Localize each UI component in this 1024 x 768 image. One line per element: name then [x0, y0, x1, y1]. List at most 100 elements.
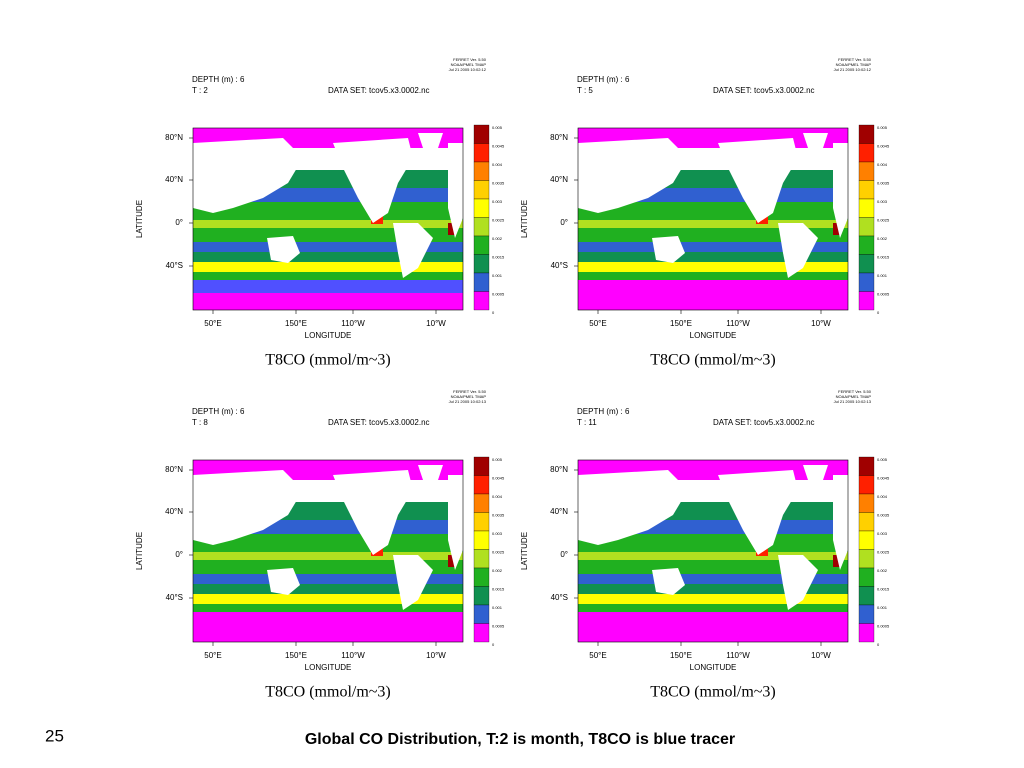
- colorbar-swatch: [858, 530, 875, 550]
- colorbar-swatch: [858, 161, 875, 181]
- colorbar-swatch: [473, 530, 490, 550]
- lat-label: 40°S: [166, 593, 183, 602]
- dataset: DATA SET: tcov5.x3.0002.nc: [713, 418, 815, 427]
- time: T : 8: [192, 418, 208, 427]
- map-band: [193, 604, 463, 612]
- x-axis-label: LONGITUDE: [690, 663, 737, 672]
- colorbar-label: 0.004: [492, 494, 503, 499]
- lon-label: 10°W: [811, 319, 831, 328]
- lat-label: 40°N: [550, 507, 568, 516]
- colorbar-label: 0.005: [492, 125, 503, 130]
- lat-label: 40°S: [551, 261, 568, 270]
- land: [652, 236, 685, 263]
- lon-label: 150°E: [670, 651, 692, 660]
- lat-label: 0°: [560, 218, 568, 227]
- colorbar-swatch: [473, 623, 490, 643]
- colorbar-label: 0.003: [877, 531, 888, 536]
- land: [833, 143, 848, 238]
- lon-label: 50°E: [204, 319, 221, 328]
- colorbar-label: 0.0015: [877, 255, 890, 260]
- hotspot: [448, 223, 456, 235]
- lon-label: 50°E: [204, 651, 221, 660]
- colorbar-swatch: [473, 198, 490, 218]
- colorbar-swatch: [473, 272, 490, 292]
- colorbar-swatch: [473, 604, 490, 624]
- colorbar-label: 0.0045: [877, 476, 890, 481]
- colorbar-swatch: [858, 623, 875, 643]
- land: [267, 236, 300, 263]
- slide-number: 25: [45, 726, 64, 745]
- land: [652, 568, 685, 595]
- map-band: [193, 594, 463, 604]
- map-frame: [192, 459, 464, 643]
- colorbar-label: 0.005: [492, 457, 503, 462]
- colorbar-label: 0.0005: [877, 624, 890, 629]
- y-axis-label: LATITUDE: [135, 200, 144, 238]
- colorbar-swatch: [473, 567, 490, 587]
- land: [333, 138, 413, 223]
- land: [718, 138, 798, 223]
- map-band: [578, 604, 848, 612]
- caption: Global CO Distribution, T:2 is month, T8…: [305, 731, 735, 748]
- land: [718, 470, 798, 555]
- colorbar-swatch: [858, 456, 875, 476]
- lon-label: 10°W: [426, 319, 446, 328]
- ferret-info: Jul 21 2005 10:02:13: [449, 399, 487, 404]
- colorbar-swatch: [858, 272, 875, 292]
- x-axis-label: LONGITUDE: [305, 331, 352, 340]
- map-band: [193, 293, 463, 310]
- map-band: [193, 242, 463, 252]
- colorbar-label: 0.0015: [492, 587, 505, 592]
- colorbar-label: 0.0045: [492, 476, 505, 481]
- colorbar-swatch: [858, 475, 875, 495]
- colorbar-swatch: [858, 567, 875, 587]
- colorbar-label: 0.003: [492, 531, 503, 536]
- colorbar-label: 0.0005: [492, 624, 505, 629]
- colorbar-label: 0.002: [877, 568, 888, 573]
- colorbar-label: 0.0045: [492, 144, 505, 149]
- lat-label: 0°: [560, 550, 568, 559]
- colorbar-swatch: [473, 493, 490, 513]
- map-band: [578, 242, 848, 252]
- colorbar-label: 0.0035: [492, 181, 505, 186]
- lon-label: 150°E: [285, 651, 307, 660]
- land: [418, 133, 443, 148]
- land: [778, 555, 818, 610]
- colorbar-label: 0.002: [492, 568, 503, 573]
- land: [393, 555, 433, 610]
- land: [778, 223, 818, 278]
- map-band: [578, 574, 848, 584]
- colorbar-label: 0.0005: [492, 292, 505, 297]
- colorbar-label: 0.0035: [877, 181, 890, 186]
- colorbar-label: 0.005: [877, 125, 888, 130]
- hotspot: [833, 223, 841, 235]
- colorbar-label: 0: [492, 310, 495, 315]
- ferret-info: FERRET Ver. 5.50: [838, 57, 872, 62]
- colorbar-label: 0.0035: [877, 513, 890, 518]
- ferret-info: FERRET Ver. 5.50: [453, 389, 487, 394]
- land: [418, 465, 443, 480]
- lon-label: 10°W: [811, 651, 831, 660]
- map-band: [578, 262, 848, 272]
- ferret-info: Jul 21 2005 10:02:12: [834, 67, 872, 72]
- y-axis-label: LATITUDE: [135, 532, 144, 570]
- dataset: DATA SET: tcov5.x3.0002.nc: [328, 86, 430, 95]
- colorbar-swatch: [858, 235, 875, 255]
- colorbar-label: 0.003: [492, 199, 503, 204]
- lat-label: 40°N: [165, 175, 183, 184]
- map: [192, 127, 464, 311]
- colorbar-swatch: [858, 143, 875, 163]
- colorbar-swatch: [858, 124, 875, 144]
- map-band: [193, 552, 463, 560]
- map-band: [193, 534, 463, 552]
- lon-label: 110°W: [341, 651, 365, 660]
- lat-label: 0°: [175, 218, 183, 227]
- lat-label: 80°N: [550, 133, 568, 142]
- ferret-info: NOAA/PMEL TMAP: [836, 394, 872, 399]
- map-band: [578, 272, 848, 280]
- land: [333, 470, 413, 555]
- map-band: [193, 574, 463, 584]
- land: [803, 133, 828, 148]
- colorbar-swatch: [473, 161, 490, 181]
